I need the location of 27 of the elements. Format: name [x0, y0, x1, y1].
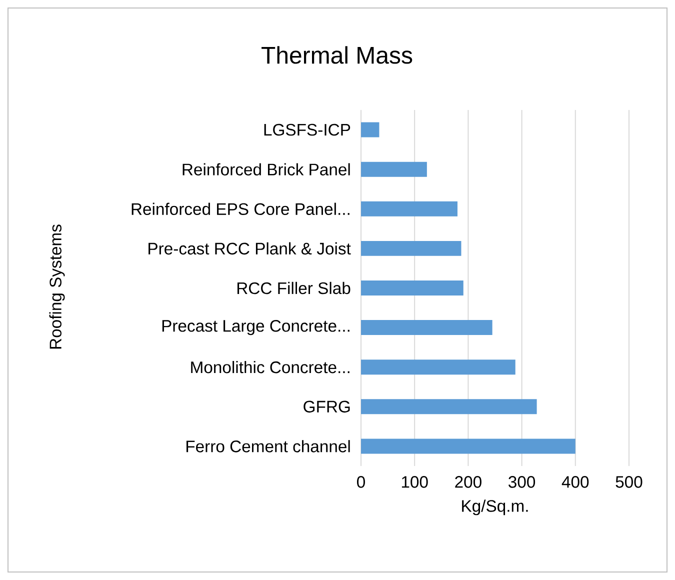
y-tick-label: Monolithic Concrete... [191, 360, 350, 374]
bar [361, 162, 427, 177]
x-axis-title: Kg/Sq.m. [462, 500, 528, 516]
x-tick-label: 200 [455, 476, 482, 488]
y-tick-label: Reinforced Brick Panel [182, 163, 350, 176]
x-tick-label: 100 [402, 476, 428, 488]
y-tick-label: LGSFS-ICP [264, 124, 350, 136]
y-tick-label: Reinforced EPS Core Panel... [132, 202, 350, 216]
y-axis-title: Roofing Systems [49, 224, 65, 349]
x-tick-label: 300 [508, 476, 536, 488]
y-tick-label: GFRG [304, 400, 350, 413]
bar [361, 280, 464, 296]
bar [361, 201, 458, 216]
y-tick-label: Precast Large Concrete... [162, 320, 350, 336]
x-tick-label: 400 [562, 476, 589, 488]
x-tick-label: 0 [357, 476, 365, 488]
bar [361, 399, 537, 414]
y-tick-label: Ferro Cement channel [186, 440, 350, 452]
bar [361, 320, 492, 336]
bar [361, 360, 516, 375]
y-tick-label: RCC Filler Slab [237, 282, 350, 294]
chart-title: Thermal Mass [262, 46, 412, 64]
y-tick-label: Pre-cast RCC Plank & Joist [148, 242, 351, 255]
bar [361, 240, 462, 256]
x-tick-label: 500 [616, 476, 642, 488]
bar [361, 122, 380, 138]
bar [361, 438, 576, 454]
